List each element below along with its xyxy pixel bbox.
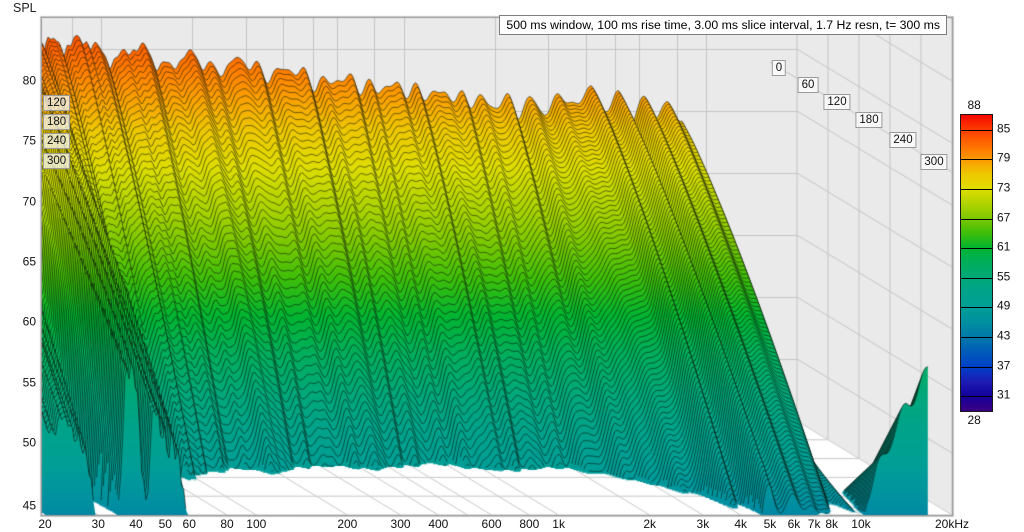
colorbar-tick <box>961 337 992 338</box>
colorbar-tick <box>961 366 992 368</box>
colorbar-tick-label: 31 <box>997 387 1011 402</box>
x-axis-tick-label: 1k <box>552 517 565 531</box>
x-axis-tick-label: 60 <box>182 517 196 531</box>
y-axis-tick-label: 75 <box>22 133 36 148</box>
colorbar-tick <box>961 159 992 161</box>
x-axis-tick-label: 6k <box>787 517 801 531</box>
time-axis-label-right: 180 <box>855 112 883 128</box>
time-axis-label-right: 0 <box>771 60 787 76</box>
x-axis-tick-label: 50 <box>158 517 172 531</box>
x-axis-tick-label: 2k <box>643 517 656 531</box>
colorbar-max-label: 88 <box>967 98 981 112</box>
x-axis-tick-label: 5k <box>763 517 777 531</box>
time-axis-label-right: 120 <box>823 94 851 110</box>
y-axis-tick-label: 60 <box>22 314 36 329</box>
y-axis-tick-label: 65 <box>22 254 36 269</box>
time-axis-label-right: 60 <box>797 77 819 93</box>
colorbar-tick-label: 61 <box>997 239 1011 254</box>
y-axis-tick-label: 70 <box>22 194 36 209</box>
x-axis-tick-label: 20 <box>38 517 52 531</box>
colorbar-tick <box>961 129 992 131</box>
x-axis-tick-label: 3k <box>696 517 710 531</box>
x-axis-tick-label: 100 <box>246 517 267 531</box>
x-axis-tick-label: 200 <box>337 517 358 531</box>
y-axis-title: SPL <box>13 1 37 15</box>
colorbar-tick-label: 55 <box>997 269 1011 284</box>
x-axis-tick-label: 4k <box>734 517 747 531</box>
colorbar-tick <box>961 277 992 279</box>
colorbar-tick-label: 73 <box>997 180 1011 195</box>
x-axis-tick-label: 20kHz <box>934 517 969 531</box>
colorbar-tick-label: 67 <box>997 210 1011 225</box>
colorbar-tick <box>961 307 992 309</box>
colorbar-tick <box>961 248 992 250</box>
colorbar-min-label: 28 <box>967 413 981 427</box>
y-axis-tick-label: 50 <box>22 435 36 450</box>
y-axis-tick-label: 80 <box>22 73 36 88</box>
x-axis-tick-label: 10k <box>851 517 871 531</box>
time-axis-label-left: 240 <box>43 133 71 149</box>
colorbar-tick <box>961 218 992 220</box>
time-axis-label-right: 240 <box>889 132 917 148</box>
time-axis-label-left: 300 <box>43 153 71 169</box>
colorbar-tick-label: 49 <box>997 298 1011 313</box>
y-axis-tick-label: 45 <box>22 498 36 513</box>
spl-colorbar <box>960 114 993 412</box>
time-axis-label-left: 120 <box>43 95 71 111</box>
x-axis-tick-label: 40 <box>129 517 143 531</box>
time-axis-label-left: 180 <box>43 114 71 130</box>
x-axis-tick-label: 400 <box>428 517 449 531</box>
x-axis-tick-label: 800 <box>519 517 540 531</box>
colorbar-tick-label: 79 <box>997 150 1011 165</box>
y-axis-tick-label: 55 <box>22 375 36 390</box>
time-axis-label-right: 300 <box>920 154 948 170</box>
measurement-settings-title: 500 ms window, 100 ms rise time, 3.00 ms… <box>499 15 947 35</box>
x-axis-tick-label: 30 <box>91 517 105 531</box>
x-axis-tick-label: 300 <box>390 517 411 531</box>
x-axis-tick-label: 80 <box>220 517 234 531</box>
x-axis-tick-label: 7k <box>807 517 821 531</box>
colorbar-tick <box>961 396 992 398</box>
colorbar-tick <box>961 189 992 190</box>
x-axis-tick-label: 600 <box>481 517 502 531</box>
colorbar-tick-label: 43 <box>997 328 1011 343</box>
colorbar-tick-label: 85 <box>997 121 1011 136</box>
colorbar-tick-label: 37 <box>997 358 1011 373</box>
x-axis-tick-label: 8k <box>825 517 839 531</box>
